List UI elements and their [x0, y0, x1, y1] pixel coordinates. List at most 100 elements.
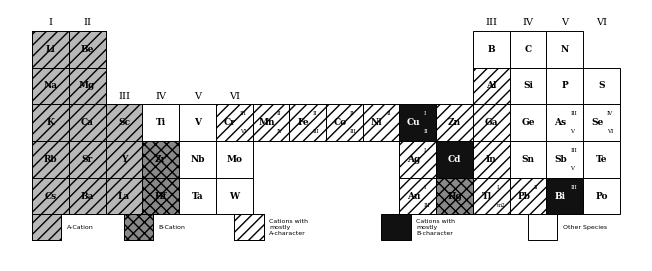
- Bar: [32, 178, 69, 215]
- Bar: [69, 67, 106, 104]
- Bar: [179, 141, 216, 178]
- Text: Pb: Pb: [517, 192, 530, 201]
- Text: I: I: [48, 18, 52, 27]
- Text: Other Species: Other Species: [563, 225, 607, 230]
- Text: Si: Si: [523, 81, 533, 91]
- Bar: [473, 104, 510, 141]
- Text: Nb: Nb: [190, 155, 205, 164]
- Text: V: V: [570, 166, 574, 171]
- Bar: [216, 104, 252, 141]
- Text: Cd: Cd: [448, 155, 461, 164]
- Bar: [106, 178, 142, 215]
- Text: Be: Be: [80, 45, 94, 54]
- Text: III: III: [570, 185, 577, 189]
- Text: IV: IV: [607, 111, 614, 116]
- Bar: [32, 215, 61, 240]
- Text: VI: VI: [240, 129, 246, 134]
- Bar: [32, 141, 69, 178]
- Bar: [473, 178, 510, 215]
- Bar: [473, 178, 510, 215]
- Bar: [583, 67, 620, 104]
- Text: Bi: Bi: [555, 192, 566, 201]
- Text: m2: m2: [497, 203, 505, 208]
- Text: Na: Na: [44, 81, 57, 91]
- Text: I: I: [497, 185, 499, 189]
- Text: VI: VI: [596, 18, 607, 27]
- Text: C: C: [524, 45, 531, 54]
- Text: VI: VI: [229, 92, 240, 101]
- Bar: [400, 141, 436, 178]
- Text: Ca: Ca: [81, 118, 94, 127]
- Bar: [106, 104, 142, 141]
- Bar: [546, 31, 583, 67]
- Text: Po: Po: [595, 192, 608, 201]
- Bar: [69, 31, 106, 67]
- Bar: [583, 178, 620, 215]
- Bar: [106, 104, 142, 141]
- Bar: [32, 67, 69, 104]
- Bar: [69, 31, 106, 67]
- Text: Ta: Ta: [192, 192, 203, 201]
- Bar: [473, 104, 510, 141]
- Bar: [473, 31, 510, 67]
- Text: Tl: Tl: [482, 192, 492, 201]
- Bar: [326, 104, 363, 141]
- Text: Mn: Mn: [258, 118, 274, 127]
- Text: Cations with
mostly
B-character: Cations with mostly B-character: [416, 219, 455, 236]
- Bar: [142, 178, 179, 215]
- Text: P: P: [561, 81, 568, 91]
- Text: Li: Li: [46, 45, 55, 54]
- Bar: [106, 141, 142, 178]
- Text: In: In: [486, 155, 497, 164]
- Text: Cr: Cr: [224, 118, 235, 127]
- Text: I: I: [423, 148, 426, 153]
- Bar: [32, 141, 69, 178]
- Bar: [510, 141, 546, 178]
- Text: N: N: [561, 45, 569, 54]
- Text: Co: Co: [333, 118, 346, 127]
- Text: Y: Y: [121, 155, 127, 164]
- Text: III: III: [485, 18, 497, 27]
- Text: S: S: [599, 81, 605, 91]
- Bar: [179, 104, 216, 141]
- Bar: [436, 104, 473, 141]
- Bar: [106, 141, 142, 178]
- Text: B-Cation: B-Cation: [159, 225, 186, 230]
- Text: IV: IV: [523, 18, 533, 27]
- Bar: [32, 215, 61, 240]
- Bar: [510, 31, 546, 67]
- Bar: [546, 67, 583, 104]
- Bar: [546, 178, 583, 215]
- Bar: [234, 215, 263, 240]
- Text: La: La: [118, 192, 130, 201]
- Text: Rb: Rb: [44, 155, 57, 164]
- Bar: [106, 178, 142, 215]
- Text: II: II: [387, 111, 391, 116]
- Bar: [546, 104, 583, 141]
- Bar: [400, 141, 436, 178]
- Text: II: II: [276, 111, 281, 116]
- Text: Ag: Ag: [407, 155, 420, 164]
- Bar: [400, 178, 436, 215]
- Text: Ti: Ti: [156, 118, 166, 127]
- Bar: [252, 104, 289, 141]
- Text: II: II: [313, 111, 318, 116]
- Bar: [32, 67, 69, 104]
- Bar: [510, 178, 546, 215]
- Bar: [528, 215, 557, 240]
- Text: Mo: Mo: [226, 155, 242, 164]
- Bar: [142, 104, 179, 141]
- Text: B: B: [488, 45, 495, 54]
- Text: V: V: [561, 18, 569, 27]
- Text: III: III: [240, 111, 246, 116]
- Bar: [32, 31, 69, 67]
- Text: II: II: [533, 185, 538, 189]
- Bar: [32, 31, 69, 67]
- Bar: [69, 104, 106, 141]
- Bar: [436, 141, 473, 178]
- Text: II: II: [350, 111, 355, 116]
- Text: Ni: Ni: [371, 118, 383, 127]
- Bar: [436, 178, 473, 215]
- Bar: [216, 104, 252, 141]
- Text: V: V: [194, 118, 201, 127]
